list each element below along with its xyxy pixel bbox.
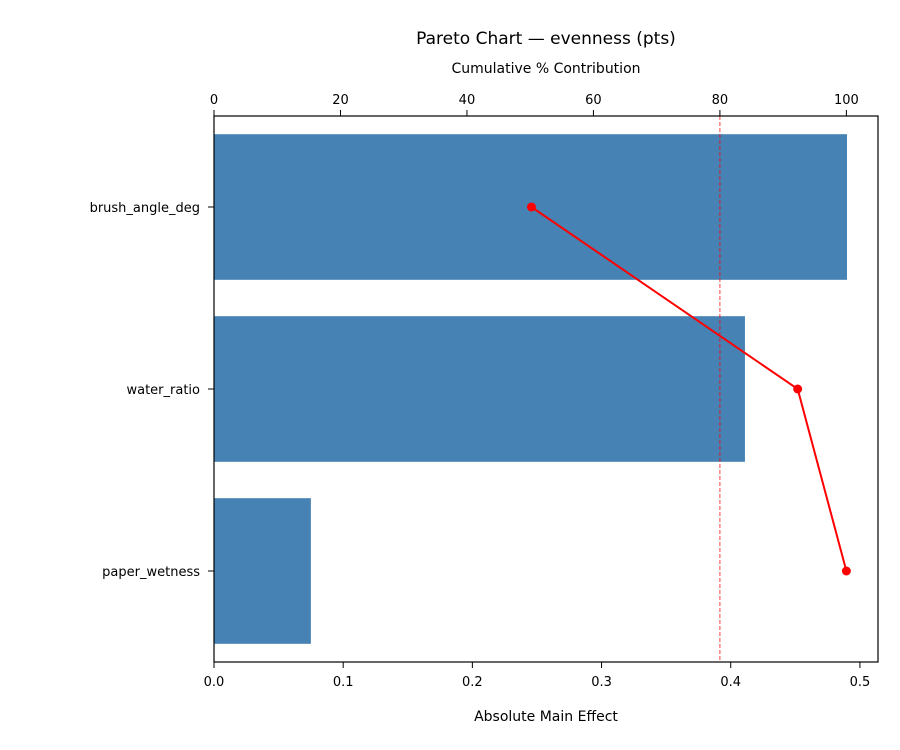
y-tick-label: paper_wetness <box>102 565 200 580</box>
secondary-x-tick-label: 20 <box>332 93 349 108</box>
secondary-x-tick-label: 60 <box>585 93 602 108</box>
x-tick-label: 0.1 <box>333 675 354 690</box>
x-tick-label: 0.5 <box>850 675 871 690</box>
cumulative-point-water-ratio <box>793 384 803 394</box>
cumulative-point-brush-angle-deg <box>526 202 536 212</box>
chart-title: Pareto Chart — evenness (pts) <box>416 29 676 49</box>
axes-group: 0.0 0.1 0.2 0.3 0.4 0.5 0 20 40 60 80 100 brush_angl… <box>90 93 879 690</box>
cumulative-line-group <box>526 202 851 576</box>
x-axis-label: Absolute Main Effect <box>474 709 618 725</box>
x-tick-label: 0.2 <box>462 675 483 690</box>
cumulative-point-paper-wetness <box>841 566 851 576</box>
x-tick-label: 0.4 <box>720 675 741 690</box>
x-tick-label: 0.3 <box>591 675 612 690</box>
bar-water-ratio <box>214 316 745 462</box>
x-tick-label: 0.0 <box>204 675 225 690</box>
bar-paper-wetness <box>214 498 311 644</box>
secondary-x-axis-label: Cumulative % Contribution <box>451 61 640 77</box>
y-tick-label: brush_angle_deg <box>90 201 200 216</box>
y-tick-label: water_ratio <box>126 383 200 398</box>
secondary-x-tick-label: 40 <box>459 93 476 108</box>
secondary-x-tick-label: 0 <box>210 93 218 108</box>
secondary-x-tick-label: 80 <box>712 93 729 108</box>
bars-group <box>214 134 847 644</box>
secondary-x-tick-label: 100 <box>834 93 859 108</box>
